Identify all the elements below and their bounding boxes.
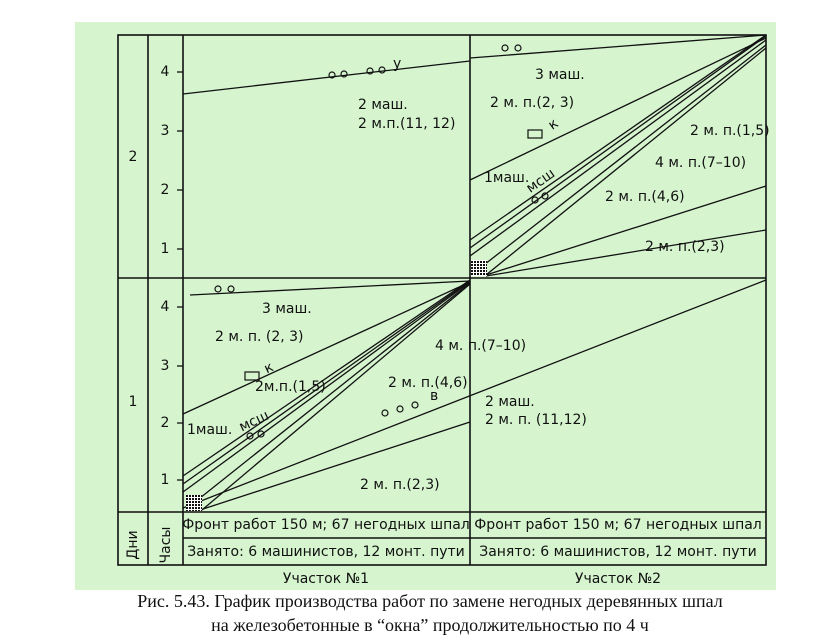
day-label: 1 [129,394,138,410]
hour-label: 2 [161,182,170,198]
hours-header: Часы [158,527,174,564]
annotation: 2 м. п.(4,6) [388,375,468,391]
annotation: 2м.п.(1,5) [255,379,326,395]
caption: Рис. 5.43. График производства работ по … [137,591,723,611]
annotation: 4 м. п.(7–10) [655,155,746,171]
annotation: 3 маш. [535,67,585,83]
hour-label: 3 [161,123,170,139]
section-name: Участок №1 [283,571,369,587]
annotation: у [393,56,401,72]
hour-label: 1 [161,241,170,257]
table-frame [117,34,767,566]
hour-label: 1 [161,472,170,488]
days-header: Дни [125,530,141,559]
annotation: 2 м. п.(2,3) [645,239,725,255]
caption: на железобетонные в “окна” продолжительн… [211,615,649,635]
occupied-text: Занято: 6 машинистов, 12 монт. пути [479,544,757,560]
section-name: Участок №2 [575,571,661,587]
day-label: 2 [129,149,138,165]
annotation: 2 м. п.(2,3) [360,477,440,493]
annotation: 2 м. п.(2, 3) [490,95,574,111]
annotation: 2 м. п. (11,12) [485,412,587,428]
occupied-text: Занято: 6 машинистов, 12 монт. пути [187,544,465,560]
annotation: 2 м. п.(4,6) [605,189,685,205]
annotation: 2 м.п.(11, 12) [358,116,455,132]
background [75,22,776,590]
annotation: 3 маш. [262,301,312,317]
annotation: 1маш. [187,422,232,438]
hour-label: 2 [161,415,170,431]
annotation: 2 м. п. (2, 3) [215,329,304,345]
annotation: 1маш. [484,170,529,186]
front-text: Фронт работ 150 м; 67 негодных шпал [474,517,762,533]
annotation: в [430,388,438,404]
annotation: 4 м. п.(7–10) [435,338,526,354]
hour-label: 4 [161,299,170,315]
schedule-lines [182,34,767,511]
annotation: 2 маш. [358,97,408,113]
hour-label: 3 [161,358,170,374]
annotation: 2 м. п.(1,5) [690,123,770,139]
hour-label: 4 [161,64,170,80]
annotation: 2 маш. [485,394,535,410]
front-text: Фронт работ 150 м; 67 негодных шпал [182,517,470,533]
